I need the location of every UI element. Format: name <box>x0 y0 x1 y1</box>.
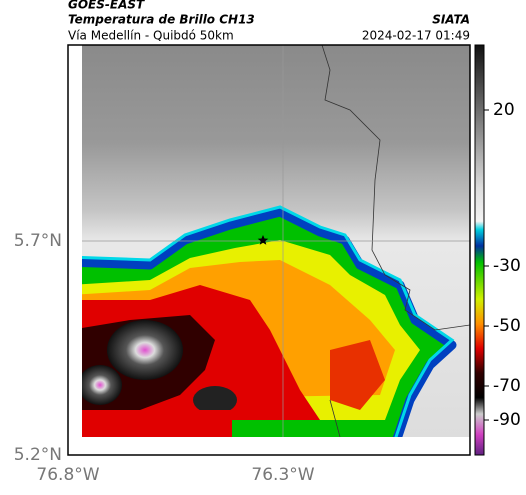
product: Temperatura de Brillo CH13 <box>68 13 255 27</box>
agency: SIATA <box>432 13 470 27</box>
map-frame <box>67 44 471 456</box>
lon-label: 76.3°W <box>251 465 314 485</box>
colorbar <box>474 44 485 456</box>
colorbar-label: -30 <box>493 256 521 276</box>
lat-label: 5.2°N <box>14 445 62 465</box>
imagery <box>82 45 470 437</box>
timestamp: 2024-02-17 01:49 <box>362 29 470 43</box>
lat-label: 5.7°N <box>14 231 62 251</box>
colorbar-label: 20 <box>493 100 515 120</box>
route: Vía Medellín - Quibdó 50km <box>68 29 234 43</box>
colorbar-label: -50 <box>493 316 521 336</box>
colorbar-label: -70 <box>493 376 521 396</box>
source: GOES-EAST <box>68 0 145 12</box>
lon-label: 76.8°W <box>36 465 99 485</box>
colorbar-label: -90 <box>493 410 521 430</box>
